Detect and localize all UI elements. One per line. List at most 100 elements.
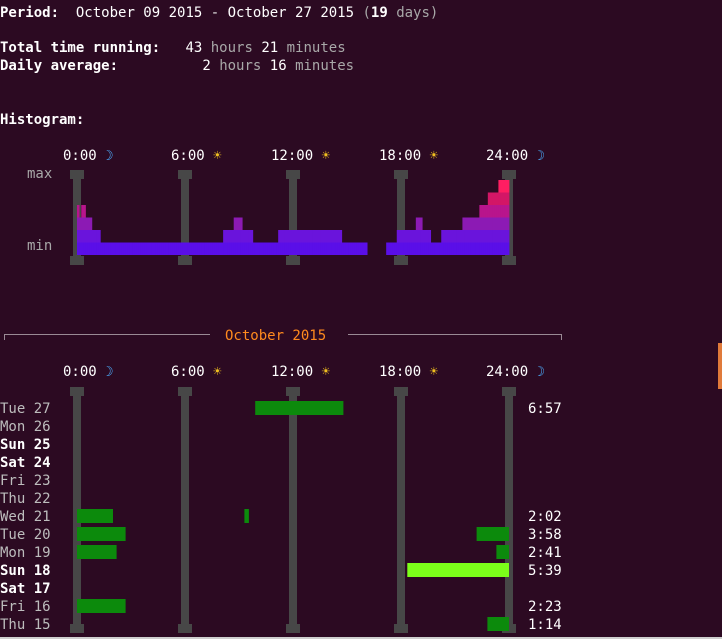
day-total: 3:58 xyxy=(528,527,562,543)
histogram-bar xyxy=(489,217,493,230)
histogram-bar xyxy=(434,242,438,255)
histogram-bar xyxy=(481,217,484,230)
histogram-bar xyxy=(85,230,88,243)
histogram-bar xyxy=(102,242,105,255)
histogram-bar xyxy=(163,242,167,255)
histogram-bar xyxy=(339,242,343,255)
histogram-bar xyxy=(356,242,360,255)
histogram-bar xyxy=(227,230,230,243)
period-days-unit: days) xyxy=(387,5,439,21)
histogram-bar xyxy=(500,242,504,255)
histogram-bar xyxy=(295,230,298,243)
day-label: Mon 26 xyxy=(0,419,51,435)
histogram-bar xyxy=(502,230,506,243)
histogram-bar xyxy=(305,242,309,255)
histogram-bar xyxy=(494,242,497,255)
histogram-bar xyxy=(312,230,315,243)
histogram-bar xyxy=(182,242,186,255)
histogram-bar xyxy=(246,230,249,243)
histogram-bar xyxy=(79,217,82,230)
histogram-bar xyxy=(89,217,93,230)
sun-icon: ☀ xyxy=(429,364,439,380)
histogram-bar xyxy=(460,242,463,255)
histogram-bar xyxy=(453,242,457,255)
histogram-bar xyxy=(500,180,504,193)
histogram-bar xyxy=(89,230,93,243)
moon-icon: ☽ xyxy=(536,148,546,164)
histogram-bar xyxy=(489,242,493,255)
day-total: 2:23 xyxy=(528,599,562,615)
histogram-bar xyxy=(504,242,508,255)
histogram-bar xyxy=(392,242,396,255)
histogram-bar xyxy=(504,192,508,205)
histogram-bar xyxy=(98,242,101,255)
histogram-bar xyxy=(500,205,504,218)
histogram-bar xyxy=(312,242,315,255)
histogram-bar xyxy=(420,217,423,230)
histogram-bar xyxy=(278,230,281,243)
hist-axis-cap-bottom xyxy=(286,256,300,265)
total-minutes: 21 xyxy=(261,40,279,56)
histogram-bar xyxy=(439,242,442,255)
histogram-bar xyxy=(288,242,292,255)
histogram-bar xyxy=(405,230,408,243)
hist-axis-line xyxy=(397,170,405,265)
histogram-bar xyxy=(426,230,429,243)
day-label: Sat 24 xyxy=(0,455,51,471)
hist-axis-cap-bottom xyxy=(70,256,84,265)
histogram-bar xyxy=(271,242,275,255)
hist-time-6: 6:00 ☀ xyxy=(171,148,222,164)
histogram-bar xyxy=(432,242,436,255)
histogram-bar xyxy=(263,242,266,255)
day-label: Thu 15 xyxy=(0,617,51,633)
histogram-bar xyxy=(494,217,497,230)
histogram-bar xyxy=(278,242,281,255)
histogram-bar xyxy=(235,242,239,255)
histogram-bar xyxy=(494,230,497,243)
histogram-bar xyxy=(506,230,510,243)
histogram-bar xyxy=(365,242,368,255)
histogram-bar xyxy=(284,230,288,243)
histogram-bar xyxy=(506,205,510,218)
histogram-bar xyxy=(108,242,112,255)
histogram-bar xyxy=(223,230,226,243)
histogram-bar xyxy=(479,242,482,255)
histogram-bar xyxy=(161,242,165,255)
histogram-bar xyxy=(489,230,493,243)
histogram-bar xyxy=(138,242,141,255)
histogram-bar xyxy=(331,242,334,255)
histogram-bar xyxy=(487,242,491,255)
histogram-bar xyxy=(475,217,478,230)
histogram-bar xyxy=(401,230,404,243)
histogram-bar xyxy=(345,242,349,255)
histogram-bar xyxy=(398,230,402,243)
histogram-bar xyxy=(324,242,328,255)
hist-time-12: 12:00 ☀ xyxy=(271,148,331,164)
histogram-bar xyxy=(248,242,252,255)
day-activity-bar xyxy=(244,509,249,523)
histogram-bar xyxy=(193,242,196,255)
histogram-bar xyxy=(479,217,482,230)
histogram-bar xyxy=(178,242,182,255)
histogram-bar xyxy=(333,242,336,255)
histogram-bar xyxy=(136,242,139,255)
total-hours-unit: hours xyxy=(210,40,253,56)
histogram-bar xyxy=(481,230,484,243)
histogram-bar xyxy=(489,192,493,205)
histogram-bar xyxy=(280,230,283,243)
histogram-bar xyxy=(240,217,243,230)
histogram-bar xyxy=(89,242,93,255)
histogram-bar xyxy=(479,205,482,218)
histogram-bar xyxy=(322,242,326,255)
histogram-bar xyxy=(413,230,417,243)
histogram-bar xyxy=(324,230,328,243)
histogram-bar xyxy=(468,230,472,243)
histogram-bar xyxy=(441,242,444,255)
month-rule-right-tick xyxy=(561,334,562,340)
histogram-bar xyxy=(174,242,177,255)
histogram-bar xyxy=(248,230,252,243)
histogram-bar xyxy=(473,242,476,255)
day-total: 2:02 xyxy=(528,509,562,525)
histogram-bar xyxy=(492,230,495,243)
